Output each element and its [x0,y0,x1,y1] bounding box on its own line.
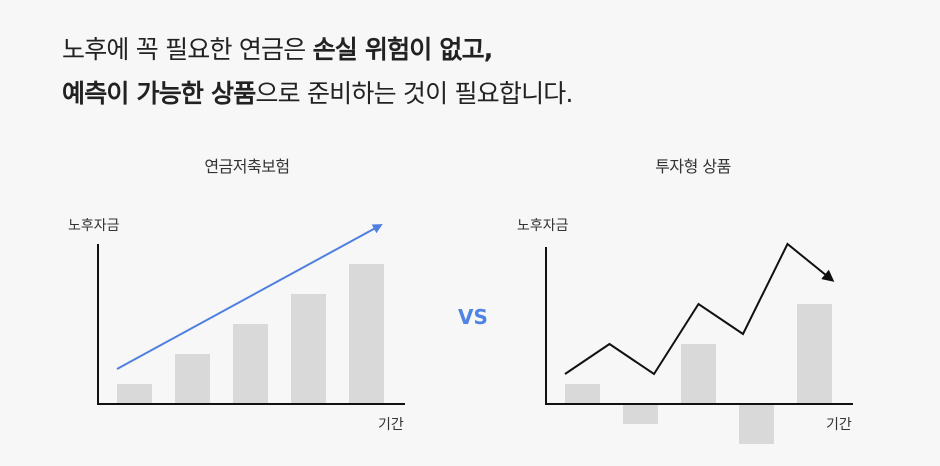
chart-left: 노후자금 기간 [68,218,405,433]
chart-right-xlabel: 기간 [826,417,852,433]
chart-right-bar-4 [739,404,774,444]
headline-line-2: 예측이 가능한 상품으로 준비하는 것이 필요합니다. [62,72,573,116]
chart-left-bar-1 [117,384,152,404]
chart-right-bar-1 [565,384,600,404]
chart-left-bar-4 [291,294,326,404]
chart-title-investment-product: 투자형 상품 [655,157,731,176]
headline-line-1-prefix: 노후에 꼭 필요한 연금은 [62,35,313,64]
chart-left-bar-5 [349,264,384,404]
chart-right-bar-3 [681,344,716,404]
vs-label: VS [458,305,488,329]
chart-right-bar-5 [797,304,832,404]
chart-right-bars [565,304,832,444]
chart-left-bar-2 [175,354,210,404]
chart-right-bar-2 [623,404,658,424]
chart-right: 노후자금 기간 [517,218,853,444]
chart-left-trend-arrow [116,224,383,370]
headline-line-1-bold: 손실 위험이 없고, [312,35,494,64]
chart-right-volatility-line [564,242,835,376]
chart-left-bar-3 [233,324,268,404]
chart-left-ylabel: 노후자금 [68,218,120,234]
headline-line-2-suffix: 으로 준비하는 것이 필요합니다. [255,79,573,108]
chart-left-bars [117,264,384,404]
chart-title-savings-insurance: 연금저축보험 [204,157,290,176]
headline-line-1: 노후에 꼭 필요한 연금은 손실 위험이 없고, [62,28,573,72]
headline-line-2-bold: 예측이 가능한 상품 [62,79,256,108]
chart-right-ylabel: 노후자금 [517,218,569,234]
headline: 노후에 꼭 필요한 연금은 손실 위험이 없고, 예측이 가능한 상품으로 준비… [62,28,573,116]
chart-left-xlabel: 기간 [378,417,404,433]
